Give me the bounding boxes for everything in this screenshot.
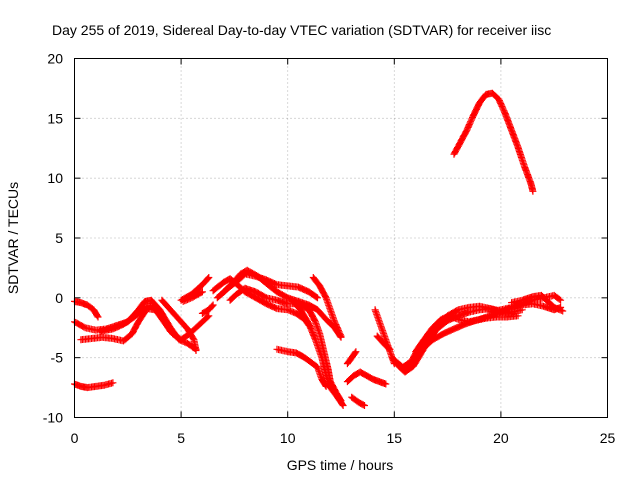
plot-points [71, 89, 567, 409]
y-axis-label: SDTVAR / TECUs [5, 182, 21, 294]
series-arc-p [273, 345, 330, 390]
x-tick-label: 0 [71, 430, 79, 446]
y-tick-label: 5 [55, 230, 63, 246]
data-points [373, 332, 394, 353]
x-axis-label: GPS time / hours [287, 457, 394, 473]
y-tick-label: -10 [43, 410, 63, 426]
data-points [288, 296, 347, 409]
series-arc-n [288, 296, 347, 409]
x-tick-label: 15 [387, 430, 403, 446]
data-points [348, 393, 368, 409]
series-arc-aa [508, 291, 567, 315]
data-points [450, 89, 537, 195]
y-tick-label: 20 [47, 51, 63, 67]
series-arc-f [158, 296, 200, 354]
series-arc-s [348, 393, 368, 409]
series-arc-ab [450, 89, 537, 195]
data-points [198, 301, 217, 317]
series-arc-u [373, 332, 394, 353]
x-tick-label: 5 [177, 430, 185, 446]
plot-frame [74, 58, 608, 418]
x-tick-label: 20 [493, 430, 509, 446]
series-arc-e [96, 301, 183, 342]
series-arc-i [198, 301, 217, 317]
x-tick-label: 10 [280, 430, 296, 446]
data-points [96, 301, 183, 342]
y-tick-labels: -10 -5 0 5 10 15 20 [43, 51, 63, 426]
data-points [343, 348, 360, 368]
y-tick-label: 0 [55, 290, 63, 306]
y-tick-label: -5 [51, 350, 64, 366]
x-tick-label: 25 [600, 430, 616, 446]
series-arc-r [343, 368, 390, 388]
data-points [273, 345, 330, 390]
data-points [343, 368, 390, 388]
y-tick-label: 15 [47, 110, 63, 126]
series-arc-h [179, 288, 206, 305]
data-points [158, 296, 200, 354]
chart-title: Day 255 of 2019, Sidereal Day-to-day VTE… [52, 22, 551, 38]
series-arc-q [343, 348, 360, 368]
data-points [309, 274, 345, 340]
x-tick-labels: 0 5 10 15 20 25 [71, 430, 616, 446]
data-points [179, 288, 206, 305]
data-points [508, 291, 567, 315]
series-arc-o [309, 274, 345, 340]
y-tick-label: 10 [47, 170, 63, 186]
